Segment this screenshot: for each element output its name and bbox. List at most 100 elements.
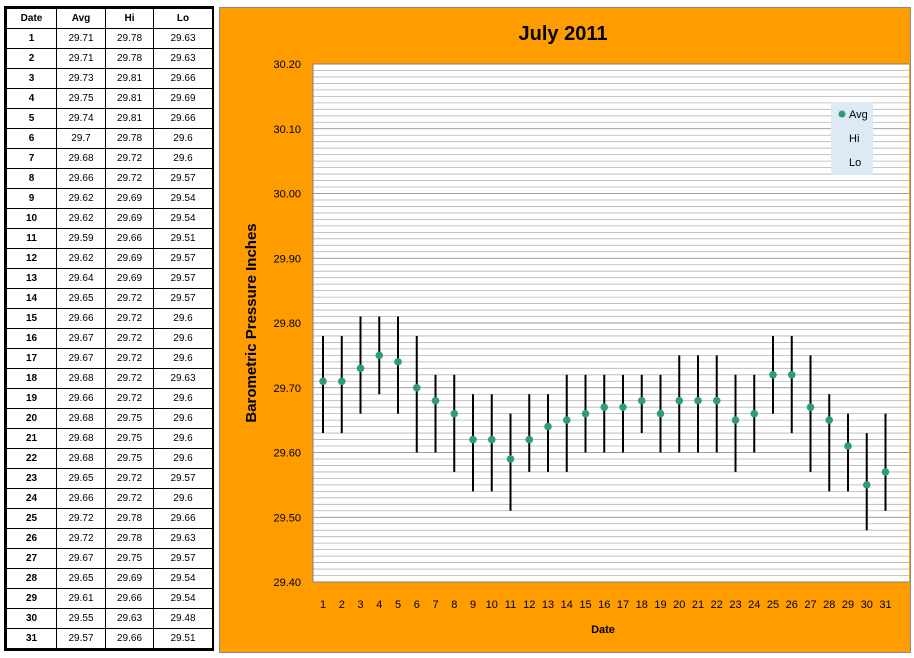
cell-date: 18 — [6, 368, 57, 389]
cell-avg: 29.67 — [56, 548, 106, 569]
cell-avg: 29.71 — [56, 48, 106, 69]
x-tick-label: 28 — [823, 599, 835, 611]
avg-point — [450, 409, 459, 418]
x-tick-label: 14 — [561, 599, 573, 611]
cell-date: 6 — [6, 128, 57, 149]
cell-avg: 29.67 — [56, 348, 106, 369]
x-tick-label: 27 — [804, 599, 816, 611]
table-row: 18 29.68 29.72 29.63 — [6, 368, 213, 389]
x-tick-label: 15 — [579, 599, 591, 611]
cell-lo: 29.57 — [153, 468, 213, 489]
x-tick-label: 18 — [636, 599, 648, 611]
cell-hi: 29.72 — [105, 488, 154, 509]
table-row: 25 29.72 29.78 29.66 — [6, 508, 213, 529]
legend-box — [831, 102, 873, 175]
cell-hi: 29.78 — [105, 508, 154, 529]
header-hi: Hi — [105, 8, 154, 29]
avg-point — [656, 409, 665, 418]
y-tick-labels: 29.40 29.50 29.60 29.70 29.80 29.90 30.00 30.10… — [273, 59, 301, 589]
cell-avg: 29.66 — [56, 488, 106, 509]
cell-hi: 29.72 — [105, 388, 154, 409]
avg-point — [600, 403, 609, 411]
cell-hi: 29.69 — [105, 568, 154, 589]
cell-hi: 29.78 — [105, 28, 154, 49]
cell-avg: 29.68 — [56, 428, 106, 449]
avg-point — [412, 383, 421, 392]
cell-date: 5 — [6, 108, 57, 129]
cell-date: 4 — [6, 88, 57, 109]
cell-lo: 29.6 — [153, 128, 213, 149]
x-tick-label: 8 — [451, 599, 457, 611]
x-tick-label: 29 — [842, 599, 854, 611]
cell-hi: 29.69 — [105, 268, 154, 289]
table-row: 11 29.59 29.66 29.51 — [6, 228, 213, 249]
avg-point — [525, 435, 534, 444]
cell-date: 15 — [6, 308, 57, 329]
cell-lo: 29.63 — [153, 368, 213, 389]
cell-hi: 29.69 — [105, 188, 154, 209]
gridlines — [312, 63, 909, 583]
cell-avg: 29.68 — [56, 148, 106, 169]
x-tick-label: 24 — [748, 599, 760, 611]
cell-avg: 29.64 — [56, 268, 106, 289]
cell-avg: 29.67 — [56, 328, 106, 349]
cell-hi: 29.75 — [105, 448, 154, 469]
cell-lo: 29.54 — [153, 568, 213, 589]
chart-panel: July 2011 29.40 29.50 29.60 29.70 29.80 29.90… — [219, 7, 911, 653]
cell-hi: 29.66 — [105, 588, 154, 609]
cell-date: 24 — [6, 488, 57, 509]
cell-lo: 29.6 — [153, 448, 213, 469]
cell-date: 12 — [6, 248, 57, 269]
cell-lo: 29.57 — [153, 248, 213, 269]
cell-hi: 29.75 — [105, 408, 154, 429]
x-tick-label: 22 — [711, 599, 723, 611]
cell-lo: 29.6 — [153, 348, 213, 369]
table-row: 1 29.71 29.78 29.63 — [6, 28, 213, 49]
cell-lo: 29.57 — [153, 548, 213, 569]
header-date: Date — [6, 8, 57, 29]
table-row: 9 29.62 29.69 29.54 — [6, 188, 213, 209]
cell-avg: 29.57 — [56, 628, 106, 649]
cell-date: 3 — [6, 68, 57, 89]
y-tick-label: 29.40 — [273, 577, 301, 589]
x-tick-label: 11 — [505, 599, 516, 611]
data-table: Date Avg Hi Lo 1 29.71 29.78 29.63 2 29.71 29.… — [6, 8, 213, 649]
cell-avg: 29.68 — [56, 408, 106, 429]
cell-date: 1 — [6, 28, 57, 49]
x-tick-label: 25 — [767, 599, 779, 611]
table-row: 31 29.57 29.66 29.51 — [6, 628, 213, 649]
table-row: 23 29.65 29.72 29.57 — [6, 468, 213, 489]
x-tick-label: 31 — [879, 599, 891, 611]
cell-avg: 29.7 — [56, 128, 106, 149]
avg-point — [844, 442, 852, 450]
cell-avg: 29.65 — [56, 568, 106, 589]
chart-svg: July 2011 29.40 29.50 29.60 29.70 29.80 29.90… — [219, 7, 911, 653]
cell-hi: 29.72 — [105, 328, 154, 349]
table-row: 28 29.65 29.69 29.54 — [6, 568, 213, 589]
x-tick-label: 23 — [729, 599, 741, 611]
cell-hi: 29.81 — [105, 68, 154, 89]
cell-date: 29 — [6, 588, 57, 609]
cell-avg: 29.65 — [56, 288, 106, 309]
cell-avg: 29.75 — [56, 88, 106, 109]
cell-hi: 29.63 — [105, 608, 154, 629]
cell-avg: 29.61 — [56, 588, 106, 609]
y-tick-label: 30.20 — [273, 59, 301, 71]
x-tick-label: 13 — [542, 599, 554, 611]
avg-point — [731, 416, 740, 424]
table-row: 20 29.68 29.75 29.6 — [6, 408, 213, 429]
cell-date: 17 — [6, 348, 57, 369]
cell-date: 25 — [6, 508, 57, 529]
cell-avg: 29.62 — [56, 248, 106, 269]
avg-point — [862, 481, 871, 489]
cell-hi: 29.72 — [105, 168, 154, 189]
cell-date: 31 — [6, 628, 57, 649]
x-tick-label: 20 — [673, 599, 685, 611]
cell-hi: 29.75 — [105, 428, 154, 449]
cell-avg: 29.74 — [56, 108, 106, 129]
cell-lo: 29.54 — [153, 188, 213, 209]
x-axis-label: Date — [591, 624, 615, 636]
cell-lo: 29.69 — [153, 88, 213, 109]
cell-date: 19 — [6, 388, 57, 409]
x-tick-label: 4 — [376, 599, 382, 611]
